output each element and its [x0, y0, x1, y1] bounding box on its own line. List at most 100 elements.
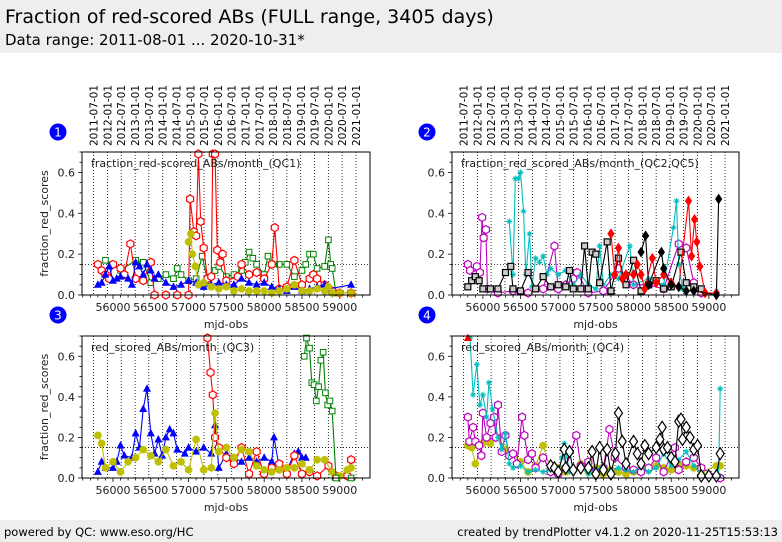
data-point: [621, 456, 631, 471]
x-tick-label: 57500: [209, 484, 244, 497]
data-point: [628, 434, 639, 449]
x-tick-label: 57000: [541, 301, 576, 314]
data-point: [297, 469, 306, 479]
x-tick-label: 56000: [95, 484, 130, 497]
data-point: [696, 260, 704, 272]
data-point: [486, 285, 495, 293]
data-point: [184, 276, 193, 284]
data-point: [282, 284, 291, 293]
data-point: [501, 268, 510, 277]
date-tick-label: 2017-07-01: [254, 85, 266, 146]
data-point: [622, 281, 630, 289]
data-point: [517, 412, 527, 422]
data-point: [328, 467, 337, 477]
panel-number-label: 1: [54, 126, 62, 140]
data-point: [101, 463, 110, 472]
data-point: [108, 463, 117, 471]
data-point: [139, 404, 148, 413]
data-point: [675, 281, 683, 293]
series-line: [467, 217, 702, 294]
panel-number-badge: [49, 123, 67, 141]
date-tick-label: 2017-07-01: [624, 85, 636, 146]
data-point: [591, 466, 601, 482]
data-point: [208, 390, 217, 400]
data-point: [177, 271, 185, 278]
data-point: [214, 447, 223, 456]
data-point: [587, 444, 597, 459]
data-point: [685, 430, 695, 445]
data-point: [237, 274, 246, 282]
data-point: [297, 459, 307, 468]
data-point: [641, 230, 650, 242]
data-point: [613, 406, 624, 421]
page-title: Fraction of red-scored ABs (FULL range, …: [5, 6, 494, 28]
date-tick-label: 2021-01-01: [351, 85, 363, 146]
data-point: [97, 278, 106, 286]
data-point: [267, 457, 276, 465]
x-tick-label: 56500: [503, 301, 538, 314]
x-tick-label: 57500: [578, 484, 613, 497]
data-point: [275, 465, 284, 474]
data-point: [486, 439, 495, 448]
data-point: [161, 432, 170, 441]
data-point: [481, 224, 490, 235]
date-tick-label: 2014-07-01: [541, 85, 553, 146]
x-tick-label: 59000: [322, 301, 357, 314]
data-point: [139, 276, 148, 286]
x-tick-label: 59000: [322, 484, 357, 497]
data-point: [260, 278, 269, 286]
date-tick-label: 2019-01-01: [296, 85, 308, 146]
data-point: [517, 169, 524, 176]
y-tick-label: 0.0: [58, 289, 76, 302]
data-point: [116, 272, 125, 280]
data-point: [347, 280, 356, 288]
data-point: [131, 257, 140, 266]
x-tick-label: 56500: [133, 301, 168, 314]
data-point: [682, 457, 691, 467]
data-point: [580, 242, 589, 250]
data-point: [245, 453, 254, 461]
date-tick-label: 2013-07-01: [144, 85, 156, 146]
data-point: [482, 432, 491, 443]
data-point: [218, 249, 227, 259]
data-point: [249, 254, 257, 262]
x-tick-label: 58000: [616, 301, 651, 314]
data-point: [184, 465, 193, 474]
data-point: [169, 461, 178, 470]
y-tick-label: 0.4: [428, 207, 446, 220]
data-point: [657, 420, 667, 435]
y-tick-label: 0.2: [58, 431, 76, 444]
data-point: [313, 397, 320, 405]
data-point: [313, 265, 321, 272]
x-tick-label: 58500: [284, 301, 319, 314]
data-point: [509, 449, 518, 459]
data-point: [532, 466, 539, 473]
data-point: [244, 286, 254, 296]
footer-bar: powered by QC: www.eso.org/HC created by…: [0, 520, 782, 542]
data-point: [245, 469, 254, 479]
data-point: [600, 281, 607, 288]
data-point: [297, 286, 307, 296]
data-point: [696, 468, 707, 484]
data-point: [310, 250, 317, 258]
data-point: [93, 431, 102, 440]
data-point: [237, 284, 246, 293]
data-point: [105, 261, 114, 270]
data-point: [270, 432, 278, 441]
data-point: [683, 448, 690, 455]
header-bar: Fraction of red-scored ABs (FULL range, …: [0, 0, 782, 53]
data-point: [610, 446, 621, 461]
data-point: [169, 282, 178, 290]
x-tick-label: 59000: [691, 484, 726, 497]
data-point: [502, 430, 509, 437]
data-point: [143, 259, 152, 268]
data-point: [186, 229, 195, 238]
data-point: [652, 453, 661, 463]
date-tick-label: 2019-07-01: [309, 85, 321, 146]
data-point: [131, 274, 140, 284]
date-tick-label: 2020-01-01: [323, 85, 335, 146]
data-point: [303, 334, 310, 342]
data-point: [298, 267, 306, 274]
data-point: [282, 463, 291, 472]
